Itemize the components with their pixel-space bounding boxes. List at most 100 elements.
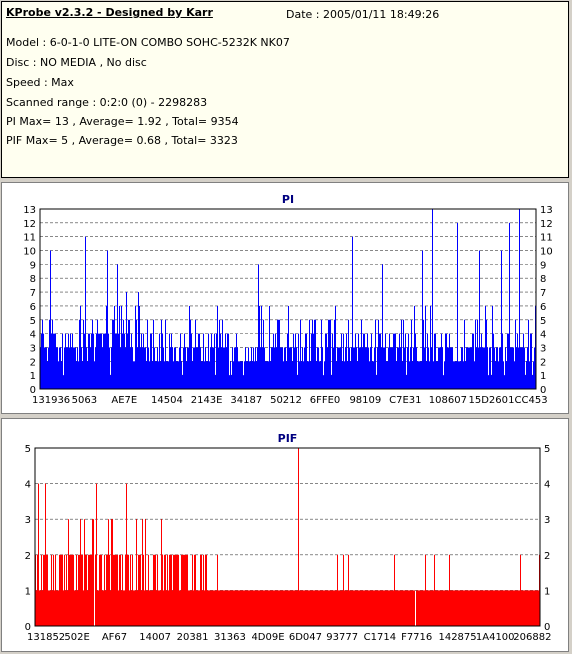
bar xyxy=(369,361,370,389)
x-tick-label: 1CC453 xyxy=(508,395,547,406)
bar xyxy=(82,554,83,626)
bar xyxy=(420,590,421,626)
bar xyxy=(416,590,417,626)
bar xyxy=(390,590,391,626)
bar xyxy=(487,347,488,389)
bar xyxy=(111,347,112,389)
bar xyxy=(409,361,410,389)
bar xyxy=(93,519,94,626)
bar xyxy=(471,347,472,389)
bar xyxy=(368,590,369,626)
bar xyxy=(371,333,372,389)
bar xyxy=(518,347,519,389)
bar xyxy=(253,347,254,389)
bar xyxy=(54,333,55,389)
bar xyxy=(418,590,419,626)
bar xyxy=(488,375,489,389)
bar xyxy=(529,361,530,389)
bar xyxy=(143,554,144,626)
bar xyxy=(47,554,48,626)
bar xyxy=(111,519,112,626)
bar xyxy=(139,554,140,626)
bar xyxy=(206,361,207,389)
bar xyxy=(281,590,282,626)
bar xyxy=(244,361,245,389)
bar xyxy=(64,554,65,626)
bar xyxy=(188,590,189,626)
bar xyxy=(528,319,529,389)
bar xyxy=(134,361,135,389)
bar xyxy=(473,590,474,626)
bar xyxy=(242,361,243,389)
bar xyxy=(104,554,105,626)
bar xyxy=(198,590,199,626)
bar xyxy=(273,590,274,626)
bar xyxy=(261,590,262,626)
bar xyxy=(443,375,444,389)
bar xyxy=(235,590,236,626)
bar xyxy=(463,361,464,389)
bar xyxy=(270,590,271,626)
y-tick-label-left: 3 xyxy=(25,515,31,526)
bar xyxy=(312,319,313,389)
bar xyxy=(422,250,423,389)
bar xyxy=(203,333,204,389)
bar xyxy=(60,347,61,389)
bar xyxy=(139,305,140,389)
bar xyxy=(357,361,358,389)
bar xyxy=(148,554,149,626)
bar xyxy=(455,590,456,626)
bar xyxy=(123,319,124,389)
bar xyxy=(151,590,152,626)
bar xyxy=(356,590,357,626)
bar xyxy=(234,590,235,626)
bar xyxy=(462,347,463,389)
bar xyxy=(382,590,383,626)
bar xyxy=(298,333,299,389)
bar xyxy=(195,319,196,389)
bar xyxy=(402,590,403,626)
bar xyxy=(389,590,390,626)
bar xyxy=(371,590,372,626)
bar xyxy=(446,333,447,389)
y-tick-label-left: 1 xyxy=(30,371,36,382)
bar xyxy=(527,347,528,389)
bar xyxy=(448,347,449,389)
bar xyxy=(344,361,345,389)
bar xyxy=(535,590,536,626)
bar xyxy=(71,554,72,626)
x-tick-label: 5063 xyxy=(72,395,97,406)
bar xyxy=(359,590,360,626)
bar xyxy=(195,554,196,626)
x-tick-label: 206882 xyxy=(513,632,551,643)
bar xyxy=(80,305,81,389)
pif-summary: PIF Max= 5 , Average= 0.68 , Total= 3323 xyxy=(6,134,238,147)
bar xyxy=(309,319,310,389)
bar xyxy=(270,361,271,389)
bar xyxy=(288,590,289,626)
bar xyxy=(172,347,173,389)
bar xyxy=(224,590,225,626)
bar xyxy=(58,590,59,626)
bar xyxy=(174,347,175,389)
bar xyxy=(317,347,318,389)
x-tick-label: 6D047 xyxy=(289,632,322,643)
bar xyxy=(478,347,479,389)
y-tick-label-right: 9 xyxy=(540,260,546,271)
bar xyxy=(77,590,78,626)
bar xyxy=(294,347,295,389)
bar xyxy=(163,347,164,389)
bar xyxy=(452,590,453,626)
x-tick-label: 6FFE0 xyxy=(310,395,341,406)
bar xyxy=(176,554,177,626)
bar xyxy=(367,333,368,389)
bar xyxy=(353,347,354,389)
app-title: KProbe v2.3.2 - Designed by Karr xyxy=(6,6,213,19)
bar xyxy=(526,590,527,626)
bar xyxy=(274,590,275,626)
bar xyxy=(373,361,374,389)
bar xyxy=(378,319,379,389)
bar xyxy=(251,347,252,389)
bar xyxy=(220,333,221,389)
bar xyxy=(285,347,286,389)
